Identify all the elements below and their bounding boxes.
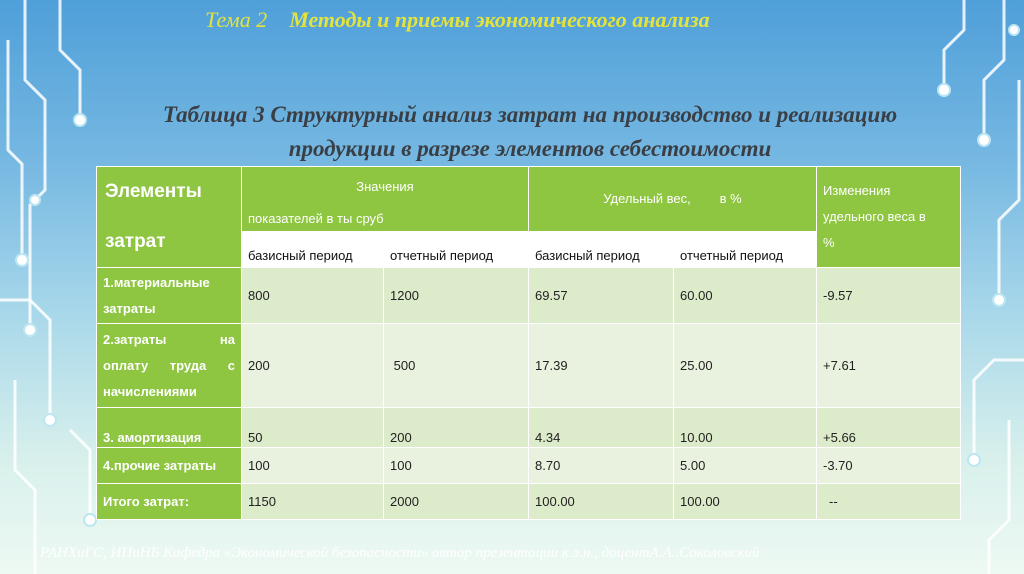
cell-share-base: 100.00 bbox=[528, 483, 675, 520]
cell-share-report: 100.00 bbox=[673, 483, 818, 520]
cell-change: -- bbox=[816, 483, 962, 520]
cost-structure-table: Элементы затрат Значения показателей в т… bbox=[96, 166, 962, 520]
cell-change: +7.61 bbox=[816, 323, 962, 408]
slide-footer: РАНХиГС, ИПиНБ Кафедра «Экономической бе… bbox=[40, 545, 760, 561]
row-label: 4.прочие затраты bbox=[96, 447, 242, 484]
topic-title: Методы и приемы экономического анализа bbox=[289, 7, 710, 32]
cell-base: 200 bbox=[241, 323, 384, 408]
header-elements: Элементы затрат bbox=[96, 166, 242, 268]
table-row: 1.материальные затраты 800 1200 69.57 60… bbox=[96, 267, 962, 324]
cell-share-report: 60.00 bbox=[673, 267, 818, 324]
row-label: 2.затраты на оплату труда с начислениями bbox=[96, 323, 242, 408]
cell-report: 200 bbox=[382, 407, 530, 448]
cell-base: 800 bbox=[241, 267, 384, 324]
cell-share-base: 4.34 bbox=[528, 407, 675, 448]
header-share: Удельный вес, в % bbox=[528, 166, 818, 232]
row-label: 3. амортизация bbox=[96, 407, 242, 448]
subheader-base-period-values: базисный период bbox=[241, 230, 384, 269]
row-label: 1.материальные затраты bbox=[96, 267, 242, 324]
table-caption: Таблица 3 Структурный анализ затрат на п… bbox=[100, 98, 960, 166]
table-row: 2.затраты на оплату труда с начислениями… bbox=[96, 323, 962, 408]
header-values: Значения показателей в ты сруб bbox=[240, 166, 530, 232]
caption-line-1: Таблица 3 Структурный анализ затрат на п… bbox=[162, 102, 898, 127]
topic-header: Тема 2 Методы и приемы экономического ана… bbox=[205, 7, 825, 37]
circuit-decoration-right bbox=[937, 0, 1024, 574]
table-row: 4.прочие затраты 100 100 8.70 5.00 -3.70 bbox=[96, 447, 962, 484]
cell-share-base: 8.70 bbox=[528, 447, 675, 484]
cell-base: 50 bbox=[241, 407, 384, 448]
cell-change: -9.57 bbox=[816, 267, 962, 324]
cell-report: 2000 bbox=[382, 483, 530, 520]
cell-share-report: 10.00 bbox=[673, 407, 818, 448]
cell-share-report: 5.00 bbox=[673, 447, 818, 484]
cell-change: +5.66 bbox=[816, 407, 962, 448]
subheader-report-period-values: отчетный период bbox=[382, 230, 530, 269]
cell-share-base: 69.57 bbox=[528, 267, 675, 324]
topic-number: Тема 2 bbox=[205, 7, 268, 32]
row-label-total: Итого затрат: bbox=[96, 483, 242, 520]
table-row: 3. амортизация 50 200 4.34 10.00 +5.66 bbox=[96, 407, 962, 448]
cell-report: 100 bbox=[382, 447, 530, 484]
subheader-report-period-share: отчетный период bbox=[673, 230, 818, 269]
caption-line-2: продукции в разрезе элементов себестоимо… bbox=[288, 136, 772, 161]
cell-report: 1200 bbox=[382, 267, 530, 324]
subheader-base-period-share: базисный период bbox=[528, 230, 675, 269]
table-row: Итого затрат: 1150 2000 100.00 100.00 -- bbox=[96, 483, 962, 520]
cell-report: 500 bbox=[382, 323, 530, 408]
header-change: Изменения удельного веса в % bbox=[816, 166, 962, 268]
cell-base: 1150 bbox=[241, 483, 384, 520]
cell-share-base: 17.39 bbox=[528, 323, 675, 408]
cell-base: 100 bbox=[241, 447, 384, 484]
circuit-decoration-left bbox=[0, 0, 97, 574]
cell-share-report: 25.00 bbox=[673, 323, 818, 408]
cell-change: -3.70 bbox=[816, 447, 962, 484]
